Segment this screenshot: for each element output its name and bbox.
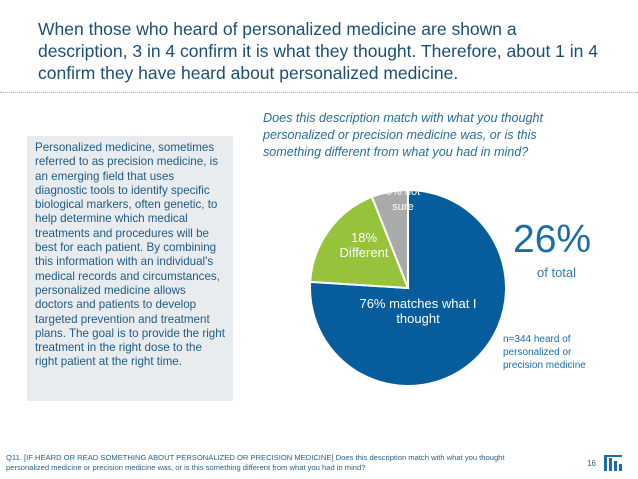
pie-slice-1 xyxy=(309,195,410,290)
slice-label-0: 76% matches what I thought xyxy=(359,296,477,326)
slice-label-1: 18% Different xyxy=(339,230,389,260)
stat-label: of total xyxy=(537,265,577,280)
page-number: 16 xyxy=(587,459,596,468)
pie-slice-2 xyxy=(370,188,409,289)
footnote: Q11. [IF HEARD OR READ SOMETHING ABOUT P… xyxy=(6,453,505,472)
title-divider xyxy=(0,92,638,93)
slice-label-container-0: 76% matches what I thought xyxy=(359,296,477,326)
chart-question: Does this description match with what yo… xyxy=(263,111,544,159)
description-box: Personalized medicine, sometimes referre… xyxy=(27,136,233,401)
logo-icon xyxy=(604,455,622,471)
slide-title: When those who heard of personalized med… xyxy=(38,19,598,83)
sample-size-note: n=344 heard of personalized or precision… xyxy=(503,334,586,371)
slice-label-container-2: 6% not sure xyxy=(385,186,421,213)
pie-slice-0 xyxy=(309,188,507,387)
slice-label-container-1: 18% Different xyxy=(339,230,389,260)
slice-label-2: 6% not sure xyxy=(385,186,421,213)
stat-value: 26% xyxy=(513,218,592,261)
